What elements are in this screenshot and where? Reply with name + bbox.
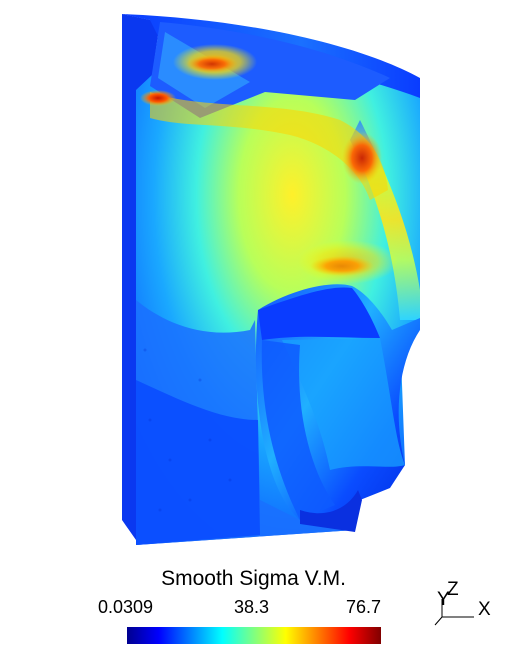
mesh-texture: [143, 348, 232, 512]
axis-z-label: Z: [447, 579, 459, 600]
legend-max-label: 76.7: [346, 597, 382, 617]
legend-title: Smooth Sigma V.M.: [161, 567, 346, 590]
left-cut-face: [122, 14, 160, 540]
axis-y-label: Y: [437, 589, 450, 610]
fe-model-viewport[interactable]: [0, 0, 507, 560]
bottom-notch: [300, 490, 362, 532]
axis-triad-icon: Y Z X: [434, 579, 491, 626]
legend-min-label: 0.0309: [98, 597, 154, 617]
hotspot-top-left: [140, 90, 176, 106]
axis-x-label: X: [478, 599, 491, 620]
hotspot-right-arch: [342, 132, 382, 184]
legend-mid-label: 38.3: [234, 597, 270, 617]
colorbar: [127, 627, 381, 644]
arch-band: [150, 92, 388, 200]
